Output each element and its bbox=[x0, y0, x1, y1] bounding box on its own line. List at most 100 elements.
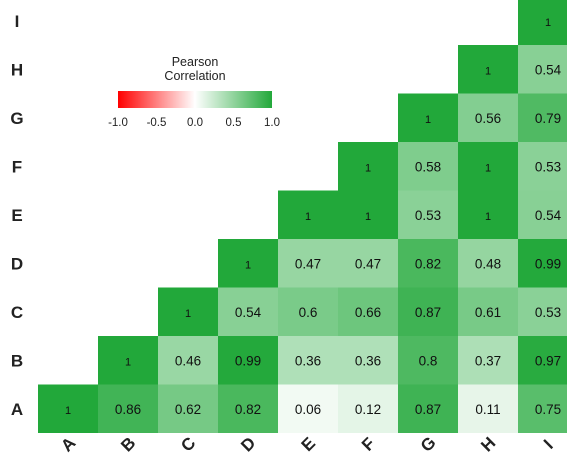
cell-value-G-C: 0.87 bbox=[415, 305, 441, 320]
legend-tick-4: 1.0 bbox=[264, 117, 280, 129]
x-tick-H: H bbox=[477, 433, 499, 455]
heatmap-cell-H-G bbox=[458, 93, 518, 142]
heatmap-cell-H-C bbox=[458, 287, 518, 336]
cell-value-H-G: 0.56 bbox=[475, 111, 501, 126]
cell-value-I-G: 0.79 bbox=[535, 111, 561, 126]
y-tick-F: F bbox=[12, 157, 22, 176]
legend-title-line1: Pearson bbox=[172, 55, 219, 69]
cell-value-D-B: 0.99 bbox=[235, 353, 261, 368]
cell-value-C-C: 1 bbox=[185, 308, 191, 320]
cell-value-E-A: 0.06 bbox=[295, 402, 321, 417]
heatmap-cell-G-F bbox=[398, 142, 458, 191]
legend-tick-1: -0.5 bbox=[147, 117, 167, 129]
x-axis-tick-labels: A B C D E F G H I bbox=[57, 433, 556, 456]
heatmap-cell-H-B bbox=[458, 336, 518, 385]
cell-value-G-D: 0.82 bbox=[415, 256, 441, 271]
cell-value-G-G: 1 bbox=[425, 114, 431, 126]
heatmap-cell-I-C bbox=[518, 287, 567, 336]
y-tick-A: A bbox=[11, 400, 23, 419]
heatmap-cell-I-H bbox=[518, 45, 567, 94]
cell-value-I-H: 0.54 bbox=[535, 62, 562, 77]
cell-value-I-I: 1 bbox=[545, 17, 551, 29]
heatmap-cell-I-A bbox=[518, 384, 567, 433]
cell-value-D-C: 0.54 bbox=[235, 305, 262, 320]
cell-value-I-C: 0.53 bbox=[535, 305, 561, 320]
cell-value-C-B: 0.46 bbox=[175, 353, 201, 368]
cell-value-H-F: 1 bbox=[485, 162, 491, 174]
cell-value-F-D: 0.47 bbox=[355, 256, 381, 271]
cell-value-H-D: 0.48 bbox=[475, 256, 501, 271]
heatmap-cell-F-E bbox=[338, 190, 398, 239]
heatmap-cell-G-E bbox=[398, 190, 458, 239]
heatmap-cell-H-D bbox=[458, 239, 518, 288]
heatmap-cell-I-E bbox=[518, 190, 567, 239]
legend-tick-labels: -1.0 -0.5 0.0 0.5 1.0 bbox=[108, 117, 280, 129]
heatmap-cell-G-A bbox=[398, 384, 458, 433]
x-tick-E: E bbox=[298, 434, 319, 455]
cell-value-A-A: 1 bbox=[65, 405, 71, 417]
cell-value-I-D: 0.99 bbox=[535, 256, 561, 271]
cell-value-G-E: 0.53 bbox=[415, 208, 441, 223]
heatmap-cell-D-D bbox=[218, 239, 278, 288]
heatmap-cell-D-C bbox=[218, 287, 278, 336]
x-tick-A: A bbox=[57, 433, 79, 455]
cell-value-I-E: 0.54 bbox=[535, 208, 562, 223]
heatmap-cell-C-B bbox=[158, 336, 218, 385]
heatmap-cell-C-C bbox=[158, 287, 218, 336]
cell-value-F-E: 1 bbox=[365, 211, 371, 223]
x-tick-D: D bbox=[237, 433, 259, 455]
cell-value-I-B: 0.97 bbox=[535, 353, 561, 368]
heatmap-cell-H-F bbox=[458, 142, 518, 191]
y-axis-tick-labels: A B C D E F G H I bbox=[10, 12, 23, 419]
heatmap-cell-I-B bbox=[518, 336, 567, 385]
cell-value-E-E: 1 bbox=[305, 211, 311, 223]
heatmap-cell-G-D bbox=[398, 239, 458, 288]
heatmap-cell-D-B bbox=[218, 336, 278, 385]
heatmap-cells: 1 0.86 0.62 0.82 0.06 0.12 0.87 0.11 0.75 1 0.46 0.… bbox=[38, 0, 567, 433]
heatmap-cell-I-F bbox=[518, 142, 567, 191]
legend-tick-3: 0.5 bbox=[226, 117, 242, 129]
heatmap-cell-H-E bbox=[458, 190, 518, 239]
cell-value-F-A: 0.12 bbox=[355, 402, 381, 417]
cell-value-H-H: 1 bbox=[485, 65, 491, 77]
heatmap-cell-F-F bbox=[338, 142, 398, 191]
cell-value-G-A: 0.87 bbox=[415, 402, 441, 417]
y-tick-H: H bbox=[11, 60, 23, 79]
heatmap-cell-I-D bbox=[518, 239, 567, 288]
y-tick-E: E bbox=[11, 206, 22, 225]
legend-color-bar bbox=[118, 91, 272, 108]
heatmap-cell-H-H bbox=[458, 45, 518, 94]
heatmap-cell-G-B bbox=[398, 336, 458, 385]
y-tick-B: B bbox=[11, 351, 23, 370]
heatmap-cell-F-A bbox=[338, 384, 398, 433]
heatmap-cell-D-A bbox=[218, 384, 278, 433]
cell-value-G-B: 0.8 bbox=[419, 353, 438, 368]
heatmap-cell-E-A bbox=[278, 384, 338, 433]
cell-value-C-A: 0.62 bbox=[175, 402, 201, 417]
heatmap-cell-G-C bbox=[398, 287, 458, 336]
cell-value-E-B: 0.36 bbox=[295, 353, 321, 368]
heatmap-cell-B-A bbox=[98, 384, 158, 433]
y-tick-G: G bbox=[10, 109, 23, 128]
heatmap-cell-G-G bbox=[398, 93, 458, 142]
heatmap-cell-F-D bbox=[338, 239, 398, 288]
x-tick-I: I bbox=[540, 436, 557, 453]
heatmap-cell-B-B bbox=[98, 336, 158, 385]
cell-value-F-C: 0.66 bbox=[355, 305, 381, 320]
legend-tick-2: 0.0 bbox=[187, 117, 203, 129]
heatmap-cell-E-C bbox=[278, 287, 338, 336]
x-tick-C: C bbox=[177, 433, 199, 455]
legend-title-line2: Correlation bbox=[164, 69, 225, 83]
cell-value-B-A: 0.86 bbox=[115, 402, 141, 417]
cell-value-B-B: 1 bbox=[125, 356, 131, 368]
color-legend: Pearson Correlation -1.0 -0.5 0.0 0.5 1.0 bbox=[108, 55, 280, 129]
cell-value-E-C: 0.6 bbox=[299, 305, 318, 320]
heatmap-cell-A-A bbox=[38, 384, 98, 433]
cell-value-D-D: 1 bbox=[245, 259, 251, 271]
heatmap-cell-E-B bbox=[278, 336, 338, 385]
cell-value-I-A: 0.75 bbox=[535, 402, 561, 417]
x-tick-G: G bbox=[417, 433, 440, 456]
legend-tick-0: -1.0 bbox=[108, 117, 128, 129]
cell-value-F-B: 0.36 bbox=[355, 353, 381, 368]
cell-value-H-C: 0.61 bbox=[475, 305, 501, 320]
